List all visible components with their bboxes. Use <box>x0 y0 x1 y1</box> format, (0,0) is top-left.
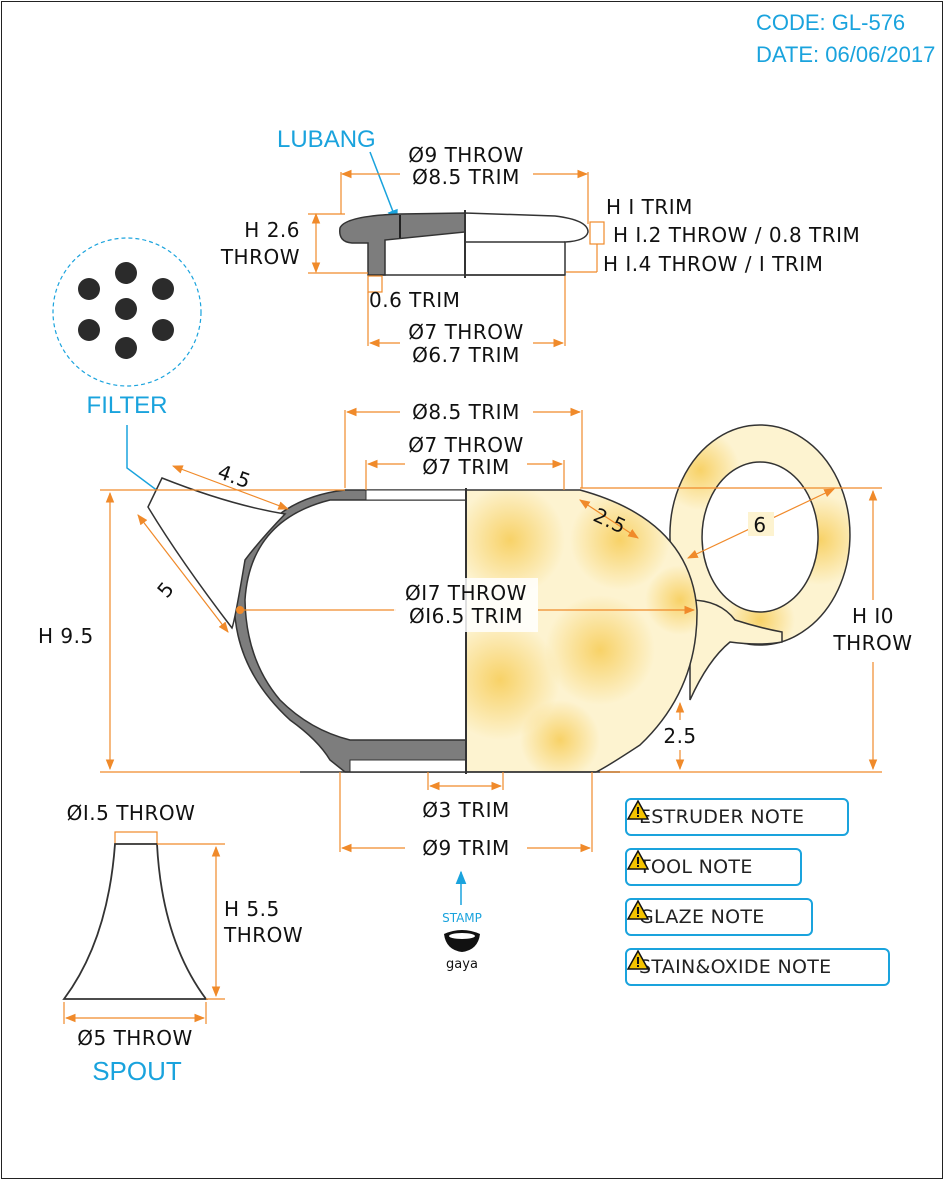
body-d-top-trim: Ø8.5 TRIM <box>412 400 520 424</box>
filter-hole <box>115 298 137 320</box>
spout-h-2: THROW <box>223 923 303 947</box>
lid-section: LUBANG Ø9 THROW Ø8.5 TRIM H 2.6 THROW H … <box>220 126 860 367</box>
spout-d-bottom: Ø5 THROW <box>77 1026 193 1050</box>
glaze-note-button[interactable]: GLAZE NOTE <box>625 898 813 936</box>
filter-hole <box>115 337 137 359</box>
spout-label: SPOUT <box>92 1056 182 1086</box>
filter-hole <box>78 319 100 341</box>
lubang-label: LUBANG <box>277 126 376 153</box>
spout-profile <box>62 843 208 1000</box>
lid-outline-right <box>464 212 589 276</box>
filter-outline <box>52 237 202 387</box>
spout-detail: ØI.5 THROW H 5.5 THROW Ø5 THROW SPOUT <box>62 801 303 1086</box>
warning-icon <box>627 950 649 970</box>
tool-note-button[interactable]: TOOL NOTE <box>625 848 802 886</box>
warning-icon <box>627 800 649 820</box>
filter-hole <box>115 262 137 284</box>
lid-h-flange: H I.4 THROW / I TRIM <box>603 252 823 276</box>
body-h-right-2: THROW <box>832 631 912 655</box>
base-d-trim: Ø9 TRIM <box>422 836 510 860</box>
note-label: ESTRUDER NOTE <box>639 806 805 828</box>
stain-oxide-note-button[interactable]: STAIN&OXIDE NOTE <box>625 948 890 986</box>
lid-h-left-1: H 2.6 <box>244 218 300 242</box>
note-label: STAIN&OXIDE NOTE <box>639 956 832 978</box>
lid-d-top-throw: Ø9 THROW <box>408 143 524 167</box>
estruder-note-button[interactable]: ESTRUDER NOTE <box>625 798 849 836</box>
filter-label: FILTER <box>87 392 168 419</box>
spout-len-dim: 4.5 <box>215 459 255 493</box>
lid-h-trim: H I TRIM <box>606 195 693 219</box>
filter-detail: FILTER <box>52 237 247 557</box>
note-label: GLAZE NOTE <box>639 906 765 928</box>
body-d-opening-trim: Ø7 TRIM <box>422 455 510 479</box>
teapot-body: Ø8.5 TRIM Ø7 THROW Ø7 TRIM 4.5 5 H 9.5 Ø… <box>38 400 912 860</box>
lid-d-bottom-trim: Ø6.7 TRIM <box>412 343 520 367</box>
filter-hole <box>152 319 174 341</box>
stamp-mark: STAMP gaya <box>442 870 482 972</box>
lid-d-top-trim: Ø8.5 TRIM <box>412 165 520 189</box>
lubang-arrow <box>369 151 398 224</box>
stamp-label: STAMP <box>442 911 482 925</box>
filter-hole <box>152 278 174 300</box>
spout-d-top: ØI.5 THROW <box>67 801 196 825</box>
body-d-mid-trim: ØI6.5 TRIM <box>409 604 523 628</box>
body-d-opening-throw: Ø7 THROW <box>408 433 524 457</box>
lid-h-left-2: THROW <box>220 245 300 269</box>
date-label: DATE: 06/06/2017 <box>756 42 935 67</box>
handle-joint <box>689 599 783 701</box>
spout-h-1: H 5.5 <box>224 897 280 921</box>
body-h-left: H 9.5 <box>38 624 94 648</box>
lid-d-bottom-throw: Ø7 THROW <box>408 320 524 344</box>
spout-side-dim: 5 <box>152 577 179 603</box>
filter-hole <box>78 278 100 300</box>
lid-h-rim: H I.2 THROW / 0.8 TRIM <box>613 223 860 247</box>
warning-icon <box>627 900 649 920</box>
lid-section-left <box>339 212 466 276</box>
foot-d-trim: Ø3 TRIM <box>422 798 510 822</box>
foot-dim: 2.5 <box>663 724 696 748</box>
warning-icon <box>627 850 649 870</box>
stamp-brand: gaya <box>446 957 478 972</box>
note-label: TOOL NOTE <box>639 856 753 878</box>
lid-flange-trim: 0.6 TRIM <box>369 288 460 312</box>
code-label: CODE: GL-576 <box>756 10 905 35</box>
handle-dim: 6 <box>753 513 766 537</box>
body-h-right-1: H I0 <box>852 604 894 628</box>
body-d-mid-throw: ØI7 THROW <box>405 581 527 605</box>
